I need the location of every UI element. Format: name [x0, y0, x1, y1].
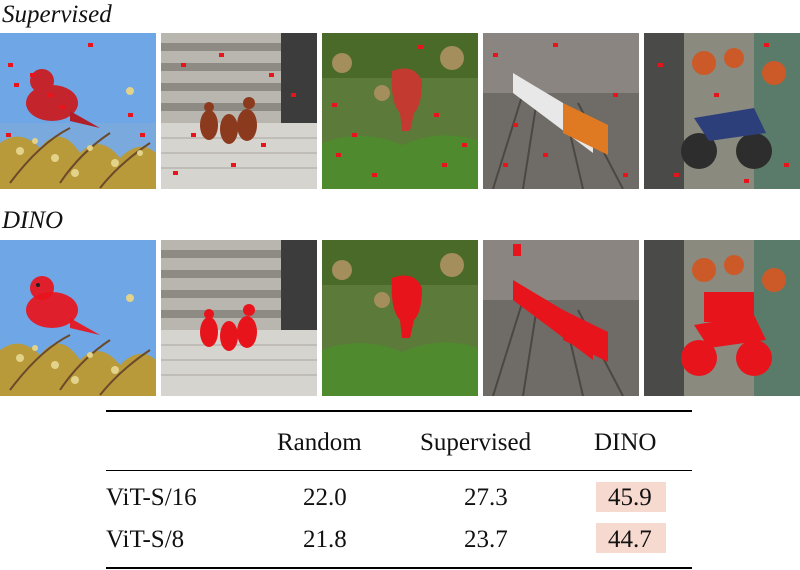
table-row-model: ViT-S/8: [106, 526, 185, 553]
table-mid-rule: [106, 470, 692, 471]
results-table: Random Supervised DINO ViT-S/16 22.0 27.…: [106, 410, 692, 570]
dino-motorcycle-image: [644, 240, 800, 396]
dino-train-image: [483, 240, 639, 396]
supervised-train-image: [483, 33, 639, 189]
supervised-motorcycle-image: [644, 33, 800, 189]
table-cell-supervised: 23.7: [464, 526, 508, 553]
dino-elephant-image: [322, 240, 478, 396]
row-label-dino: DINO: [2, 207, 64, 234]
dino-ducks-image: [161, 240, 317, 396]
table-cell-random: 22.0: [303, 484, 347, 511]
dino-highlight-cell: [596, 482, 666, 512]
dino-bird-image: [0, 240, 156, 396]
dino-image-row: [0, 240, 800, 396]
table-cell-random: 21.8: [303, 526, 347, 553]
row-label-supervised: Supervised: [2, 1, 112, 28]
supervised-ducks-image: [161, 33, 317, 189]
table-top-rule: [106, 410, 692, 412]
supervised-elephant-image: [322, 33, 478, 189]
table-cell-supervised: 27.3: [464, 484, 508, 511]
column-header-dino: DINO: [594, 429, 657, 456]
table-cell-dino: 44.7: [608, 526, 652, 553]
column-header-random: Random: [277, 429, 362, 456]
supervised-image-row: [0, 33, 800, 189]
table-cell-dino: 45.9: [608, 484, 652, 511]
table-row-model: ViT-S/16: [106, 484, 197, 511]
supervised-bird-image: [0, 33, 156, 189]
column-header-supervised: Supervised: [420, 429, 532, 456]
dino-highlight-cell: [596, 523, 666, 553]
table-bottom-rule: [106, 567, 692, 569]
